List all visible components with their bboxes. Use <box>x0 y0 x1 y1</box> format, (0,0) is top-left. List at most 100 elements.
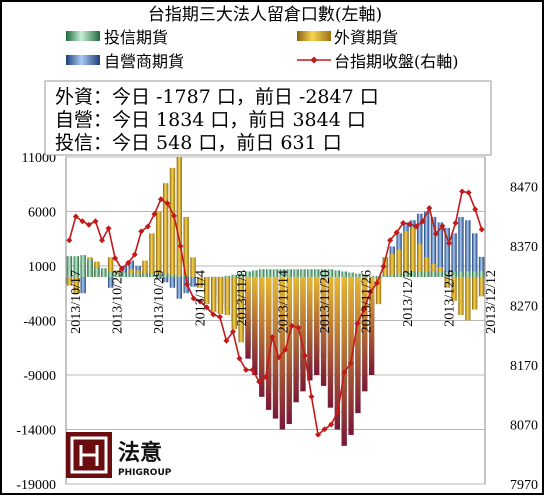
bar-foreign <box>128 269 134 277</box>
bar-trust <box>73 256 79 277</box>
index-point <box>229 328 236 335</box>
index-point <box>197 298 204 305</box>
index-point <box>478 226 485 233</box>
bar-trust <box>403 272 409 277</box>
bar-trust <box>348 272 354 277</box>
index-point <box>328 421 335 428</box>
index-point <box>256 378 263 385</box>
bar-trust <box>94 267 100 277</box>
bar-trust <box>300 269 306 277</box>
legend-swatch-foreign <box>297 31 331 41</box>
bar-trust <box>423 271 430 277</box>
index-point <box>66 237 73 244</box>
index-point <box>184 281 191 288</box>
index-point <box>190 295 197 302</box>
bar-foreign <box>423 257 430 277</box>
bar-foreign <box>204 276 210 305</box>
index-point <box>288 322 295 329</box>
x-tick-label: 2013/12/12 <box>484 270 499 334</box>
logo-brand: 法意 <box>118 440 162 466</box>
bar-dealer <box>472 233 478 277</box>
bar-foreign <box>217 276 224 314</box>
bar-trust <box>238 273 244 277</box>
bar-trust <box>314 269 320 277</box>
index-point <box>236 355 243 362</box>
legend-label-index: 台指期收盤(右軸) <box>334 52 459 71</box>
bar-trust <box>156 273 162 277</box>
index-point <box>472 206 479 213</box>
bar-trust <box>437 271 444 277</box>
index-point <box>367 288 374 295</box>
bar-foreign <box>430 263 437 277</box>
bar-trust <box>375 275 382 277</box>
index-point <box>354 320 361 327</box>
bar-trust <box>176 274 183 277</box>
x-tick-label: 2013/10/29 <box>152 270 167 334</box>
bar-foreign <box>314 276 320 375</box>
index-point <box>308 393 315 400</box>
bar-trust <box>149 273 155 277</box>
left-tick-label: -4000 <box>23 315 56 330</box>
bar-series <box>66 157 485 446</box>
index-point <box>262 373 269 380</box>
bar-trust <box>252 270 258 277</box>
bar-trust <box>389 274 395 277</box>
bar-foreign <box>451 276 457 301</box>
right-tick-label: 8370 <box>510 240 538 255</box>
bar-trust <box>87 259 93 277</box>
bar-foreign <box>231 276 237 330</box>
bar-foreign <box>410 227 416 277</box>
bar-trust <box>465 271 471 277</box>
index-point <box>459 188 466 195</box>
x-axis: 2013/10/17 2013/10/23 2013/10/29 2013/11/4 2… <box>69 270 499 334</box>
index-point <box>360 306 367 313</box>
bar-trust <box>458 271 464 277</box>
bar-trust <box>368 275 375 277</box>
bar-foreign <box>327 276 334 408</box>
index-point <box>105 225 112 232</box>
bar-foreign <box>396 249 402 277</box>
index-point <box>85 221 92 228</box>
bar-trust <box>410 271 416 277</box>
bar-foreign <box>444 276 450 288</box>
right-axis: 8470 8370 8270 8170 8070 7970 <box>510 181 538 493</box>
bar-foreign <box>307 276 313 381</box>
index-point <box>275 354 282 361</box>
bar-foreign <box>417 244 423 277</box>
bar-foreign <box>348 276 354 435</box>
bar-foreign <box>245 276 251 359</box>
x-tick-label: 2013/11/14 <box>276 270 291 333</box>
bar-foreign <box>472 276 478 310</box>
bar-dealer <box>423 211 430 277</box>
bar-trust <box>265 269 272 277</box>
index-point <box>144 223 151 230</box>
index-point <box>452 219 459 226</box>
bar-trust <box>451 271 457 277</box>
index-point <box>465 189 472 196</box>
bar-trust <box>355 273 361 277</box>
bar-trust <box>444 271 450 277</box>
bar-foreign <box>355 276 361 414</box>
bar-trust <box>293 269 299 277</box>
index-point <box>243 366 250 373</box>
annotation-box: 外資：今日 -1787 口，前日 -2847 口 自營：今日 1834 口，前日… <box>44 80 492 156</box>
bar-trust <box>231 274 237 277</box>
bar-dealer <box>156 276 162 280</box>
bar-dealer <box>451 233 457 277</box>
bar-foreign <box>375 276 382 305</box>
left-tick-label: 1000 <box>28 260 56 275</box>
index-point <box>210 311 217 318</box>
phigroup-logo: 法意 PHIGROUP <box>66 432 172 478</box>
bar-trust <box>279 269 286 277</box>
bar-trust <box>142 273 148 277</box>
index-point <box>419 218 426 225</box>
bar-dealer <box>430 216 437 277</box>
bar-trust <box>121 272 128 277</box>
bar-dealer <box>80 276 86 294</box>
bar-trust <box>417 271 423 277</box>
annotation-foreign: 外資：今日 -1787 口，前日 -2847 口 <box>55 86 379 108</box>
index-point <box>387 237 394 244</box>
bar-dealer <box>437 222 444 277</box>
